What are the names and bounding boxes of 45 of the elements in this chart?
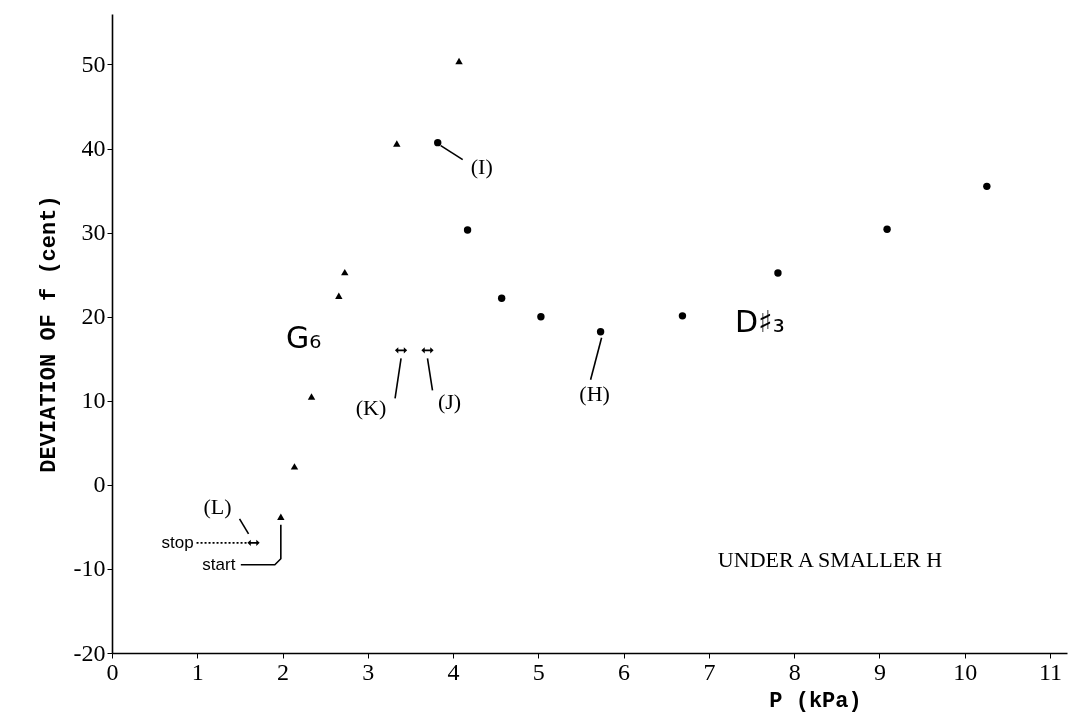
annotation: (J) (437, 389, 462, 415)
y-tick-label: 10 (81, 387, 106, 414)
y-tick-label: 20 (81, 303, 106, 330)
y-tick-label: -10 (73, 555, 106, 582)
point (290, 463, 299, 470)
series-label: D♯₃ (735, 303, 785, 339)
x-tick-label: 5 (532, 658, 545, 685)
annotation: (K) (355, 395, 387, 421)
point (596, 328, 605, 336)
x-tick-label: 11 (1038, 658, 1062, 685)
point (434, 138, 442, 147)
point (277, 513, 285, 520)
point (983, 182, 991, 191)
point (774, 269, 782, 277)
y-axis-title: DEVIATION OF f (cent) (36, 195, 62, 473)
point (335, 292, 343, 299)
y-tick-label: 0 (93, 471, 106, 498)
point (463, 226, 472, 234)
y-tick-label: -20 (73, 639, 106, 666)
point (307, 393, 316, 400)
x-tick-label: 2 (277, 658, 290, 685)
x-tick-label: 1 (191, 658, 204, 685)
y-tick-label: 40 (81, 135, 106, 162)
annotation: (I) (470, 153, 493, 179)
point (537, 312, 545, 321)
annotation: (H) (579, 380, 610, 406)
point (883, 225, 891, 233)
y-tick-label: 50 (81, 50, 106, 77)
x-tick-label: 4 (447, 658, 460, 685)
point (497, 294, 506, 302)
series-label: G₆ (285, 319, 322, 355)
x-tick-label: 9 (873, 658, 886, 685)
point (678, 312, 687, 320)
annotation: start (202, 554, 236, 574)
point (393, 140, 401, 147)
x-tick-label: 8 (788, 658, 801, 685)
annotation: stop (161, 532, 194, 552)
x-tick-label: 6 (618, 658, 631, 685)
x-tick-label: 7 (703, 658, 716, 685)
y-tick-label: 30 (81, 219, 106, 246)
x-tick-label: 10 (953, 658, 978, 685)
x-axis-title: P (kPa) (769, 688, 862, 714)
annotation: (L) (203, 493, 232, 519)
annotation: UNDER A SMALLER H (717, 547, 943, 572)
x-tick-label: 3 (362, 658, 375, 685)
